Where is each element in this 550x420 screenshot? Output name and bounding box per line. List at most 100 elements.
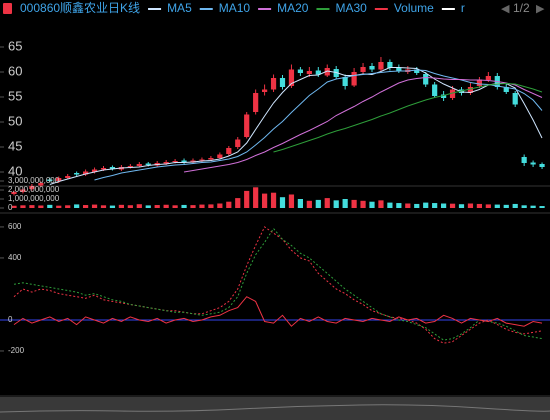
volume-bar (333, 200, 339, 208)
volume-bar (163, 204, 169, 208)
candle-body (181, 160, 187, 163)
candle-body (387, 62, 393, 68)
y-tick-label: 3,000,000,000 (8, 176, 60, 185)
candle-body (342, 77, 348, 86)
candle-body (208, 158, 214, 160)
candle-body (38, 183, 44, 186)
legend-bar (0, 0, 550, 17)
candle-body (127, 166, 133, 167)
volume-bar (485, 204, 491, 208)
volume-bar (324, 198, 330, 208)
volume-bar (235, 198, 241, 208)
volume-bar (521, 205, 527, 208)
candle-body (297, 69, 303, 73)
y-tick-label: 40 (8, 163, 22, 178)
volume-bar (181, 204, 187, 208)
volume-bar (467, 203, 474, 208)
volume-bar (29, 205, 35, 208)
candle-body (270, 78, 277, 90)
volume-bar (432, 203, 438, 208)
candle-body (441, 94, 447, 98)
volume-bar (47, 204, 53, 208)
candle-body (83, 171, 89, 175)
y-tick-label: 60 (8, 63, 22, 78)
candle-body (512, 93, 518, 105)
volume-bar (351, 199, 357, 208)
candle-body (521, 157, 527, 163)
volume-bar (494, 204, 500, 208)
y-tick-label: 65 (8, 38, 22, 53)
volume-bar (512, 203, 518, 208)
volume-bar (360, 200, 366, 208)
legend-label: MA20 (277, 1, 309, 15)
candle-body (262, 89, 268, 92)
candle-body (29, 186, 35, 189)
zoom-slider-window[interactable] (0, 397, 550, 420)
zoom-slider[interactable] (0, 397, 550, 420)
volume-bar (458, 204, 465, 208)
volume-bar (226, 201, 232, 208)
volume-bar (172, 205, 178, 208)
y-tick-label: 600 (8, 222, 22, 231)
y-tick-label: 45 (8, 138, 22, 153)
candle-body (100, 168, 107, 170)
legend-label: Volume (394, 1, 434, 15)
candle-body (485, 76, 491, 80)
pager-prev[interactable]: ◀ (501, 3, 510, 15)
volume-bar (441, 203, 447, 208)
candle-body (378, 62, 384, 70)
legend-label: MA5 (167, 1, 192, 15)
volume-bar (244, 190, 250, 208)
volume-bar (56, 205, 62, 208)
candle-body (91, 169, 98, 172)
candle-body (217, 154, 223, 158)
candle-body (65, 176, 71, 178)
volume-bar (65, 205, 71, 208)
volume-bar (414, 203, 420, 208)
volume-bar (253, 187, 259, 208)
volume-bar (315, 199, 321, 208)
candle-body (11, 192, 17, 194)
volume-bar (423, 202, 429, 208)
volume-bar (199, 204, 205, 208)
candle-body (136, 164, 142, 166)
candle-body (56, 178, 62, 181)
volume-bar (38, 205, 44, 208)
volume-bar (118, 204, 124, 208)
legend-label: 000860顺鑫农业日K线 (20, 0, 140, 15)
candle-body (20, 189, 26, 192)
volume-bar (297, 199, 303, 208)
volume-bar (190, 205, 196, 208)
slider-preview (0, 404, 550, 413)
ma-line (273, 82, 543, 153)
pager-next[interactable]: ▶ (536, 3, 545, 15)
volume-bar (270, 192, 277, 208)
candle-body (145, 163, 151, 165)
candle-body (226, 148, 232, 154)
candle-body (279, 78, 286, 87)
y-tick-label: 0 (8, 315, 13, 324)
indicator-line (13, 227, 543, 341)
volume-bar (387, 202, 393, 208)
candle-body (288, 69, 295, 86)
legend-label: r (461, 1, 465, 15)
candle-body (530, 162, 536, 165)
volume-bar (262, 193, 268, 208)
volume-bar (369, 201, 375, 208)
candle-body (253, 93, 259, 112)
volume-bar (127, 205, 133, 208)
y-tick-label: 55 (8, 88, 22, 103)
volume-bar (503, 204, 509, 208)
volume-bar (279, 197, 286, 208)
candle-body (396, 68, 402, 71)
candle-body (351, 72, 357, 86)
legend-label: MA30 (335, 1, 367, 15)
volume-bar (342, 199, 348, 208)
volume-bar (20, 205, 26, 208)
volume-bar (109, 205, 116, 208)
candle-body (432, 84, 438, 96)
candle-body (449, 89, 456, 98)
volume-bar (74, 204, 80, 208)
candle-body (244, 114, 250, 137)
